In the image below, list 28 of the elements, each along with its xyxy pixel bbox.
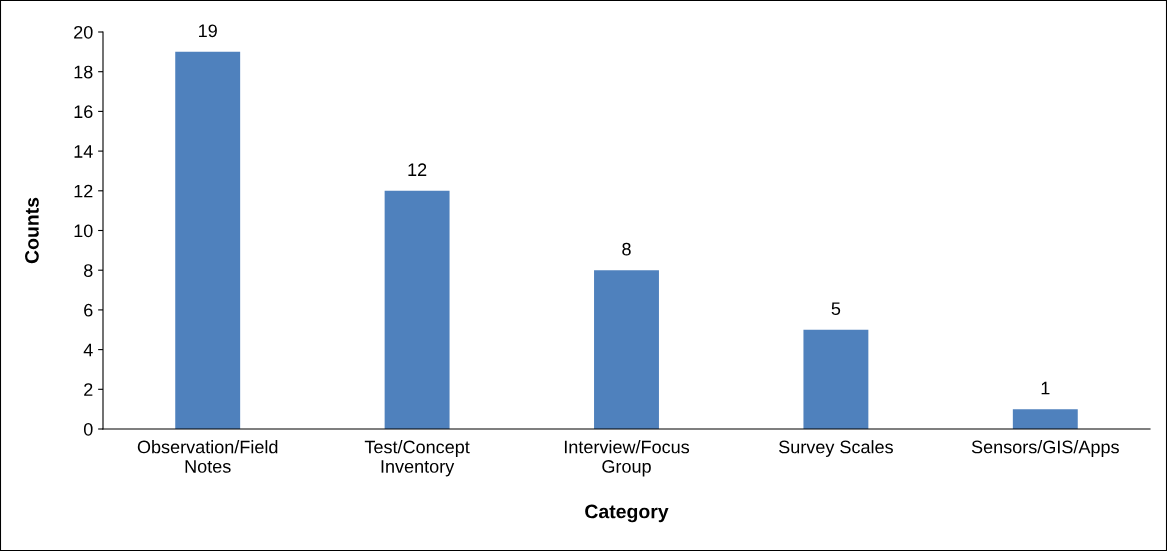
y-tick-label: 16 (74, 105, 93, 119)
data-label: 19 (199, 24, 217, 38)
y-tick-label: 12 (74, 184, 93, 198)
y-axis-title: Counts (25, 197, 39, 264)
bar (803, 329, 869, 429)
x-tick-label: Survey Scales (779, 440, 893, 457)
y-tick-label: 20 (74, 25, 93, 39)
y-tick-label: 0 (83, 422, 93, 436)
y-tick-label: 4 (83, 343, 93, 357)
bar (594, 270, 659, 429)
data-label: 5 (831, 302, 841, 316)
bar (1012, 409, 1078, 429)
x-tick-label: Observation/Field Notes (137, 440, 278, 473)
x-tick-label: Test/Concept Inventory (364, 440, 470, 477)
data-label: 1 (1041, 381, 1050, 395)
y-tick-label: 10 (74, 224, 93, 238)
data-label: 12 (408, 163, 427, 176)
y-tick-label: 18 (74, 65, 93, 79)
y-tick-label: 8 (84, 264, 93, 277)
y-tick-label: 6 (84, 303, 93, 317)
x-tick-label: Sensors/GIS/Apps (971, 440, 1119, 457)
y-tick-label: 14 (74, 145, 93, 158)
bar (175, 51, 241, 429)
x-axis-title: Category (585, 504, 669, 523)
bar (384, 190, 450, 429)
x-tick-label: Interview/Focus Group (564, 440, 690, 477)
y-tick-label: 2 (84, 383, 93, 396)
data-label: 8 (622, 242, 631, 256)
